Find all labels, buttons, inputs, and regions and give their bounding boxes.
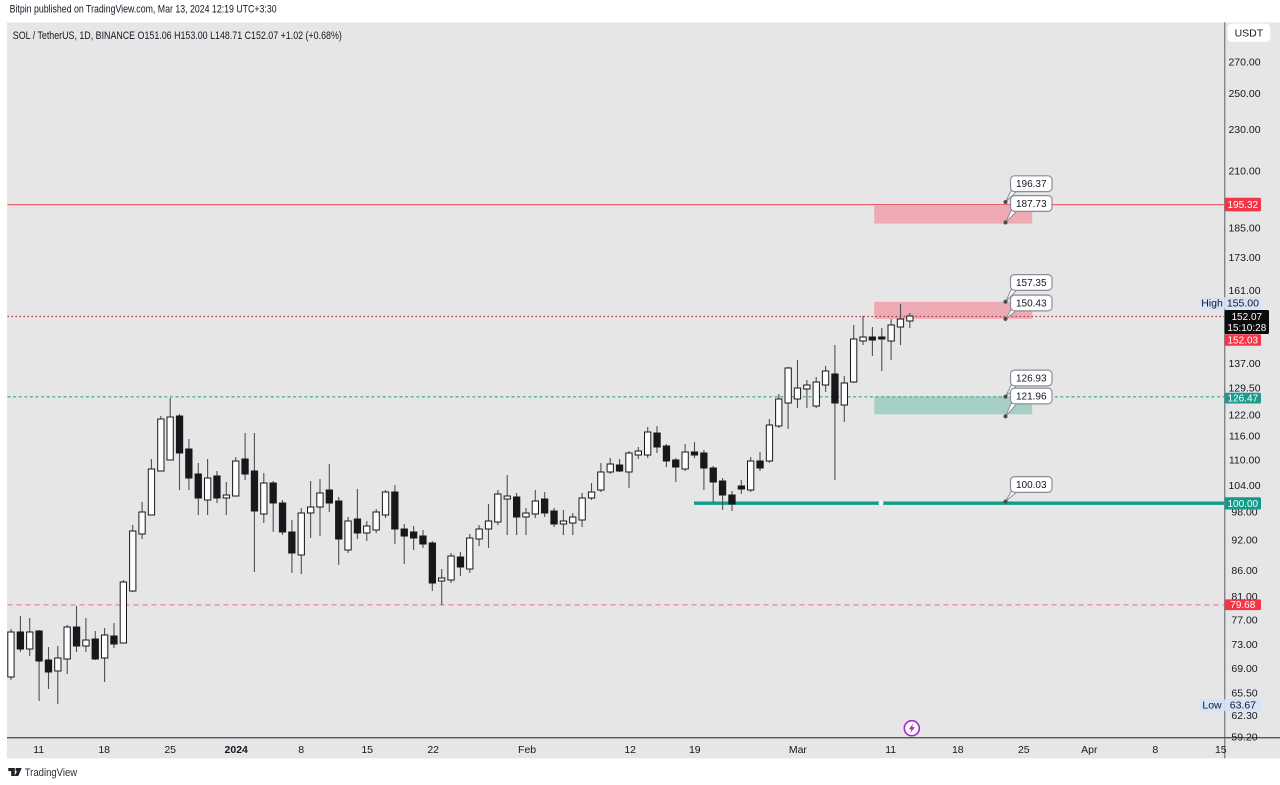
svg-text:Mar: Mar <box>789 744 808 756</box>
svg-text:15: 15 <box>1215 744 1227 756</box>
svg-text:2024: 2024 <box>225 744 249 756</box>
svg-text:65.50: 65.50 <box>1231 687 1257 699</box>
svg-text:137.00: 137.00 <box>1228 358 1260 370</box>
svg-text:100.00: 100.00 <box>1228 499 1259 510</box>
svg-text:11: 11 <box>885 744 896 756</box>
svg-text:116.00: 116.00 <box>1229 431 1260 443</box>
svg-text:98.00: 98.00 <box>1231 507 1257 519</box>
svg-text:185.00: 185.00 <box>1228 223 1260 235</box>
svg-text:110.00: 110.00 <box>1229 454 1260 466</box>
svg-text:Feb: Feb <box>518 744 536 756</box>
svg-text:157.35: 157.35 <box>1016 278 1047 289</box>
svg-text:USDT: USDT <box>1235 27 1264 39</box>
svg-text:59.20: 59.20 <box>1231 732 1257 744</box>
svg-text:122.00: 122.00 <box>1228 410 1260 422</box>
svg-text:270.00: 270.00 <box>1228 57 1260 69</box>
svg-text:129.50: 129.50 <box>1228 382 1260 394</box>
svg-text:15:10:28: 15:10:28 <box>1227 323 1266 334</box>
svg-text:230.00: 230.00 <box>1228 124 1260 136</box>
svg-text:SOL / TetherUS, 1D, BINANCE O: SOL / TetherUS, 1D, BINANCE O151.06 H153… <box>13 30 342 42</box>
svg-text:18: 18 <box>952 744 964 756</box>
svg-text:250.00: 250.00 <box>1228 88 1260 100</box>
svg-text:126.47: 126.47 <box>1228 394 1259 405</box>
svg-text:63.67: 63.67 <box>1230 700 1256 712</box>
svg-text:19: 19 <box>689 744 701 756</box>
svg-text:25: 25 <box>1018 744 1030 756</box>
svg-text:92.00: 92.00 <box>1231 535 1257 547</box>
svg-text:187.73: 187.73 <box>1016 199 1047 210</box>
svg-text:79.68: 79.68 <box>1230 600 1255 611</box>
svg-text:155.00: 155.00 <box>1227 298 1259 310</box>
svg-text:173.00: 173.00 <box>1228 252 1260 264</box>
svg-text:210.00: 210.00 <box>1228 165 1260 177</box>
svg-text:196.37: 196.37 <box>1016 179 1047 190</box>
svg-text:62.30: 62.30 <box>1231 710 1257 722</box>
svg-text:86.00: 86.00 <box>1231 565 1257 577</box>
svg-text:High: High <box>1201 298 1223 310</box>
svg-text:150.43: 150.43 <box>1016 299 1047 310</box>
svg-text:Bitpin published on TradingVie: Bitpin published on TradingView.com, Mar… <box>10 4 277 16</box>
svg-text:121.96: 121.96 <box>1016 392 1047 403</box>
svg-text:25: 25 <box>164 744 176 756</box>
svg-text:18: 18 <box>98 744 110 756</box>
svg-text:104.00: 104.00 <box>1228 480 1260 492</box>
svg-text:73.00: 73.00 <box>1231 639 1257 651</box>
svg-text:126.93: 126.93 <box>1016 374 1047 385</box>
svg-text:15: 15 <box>361 744 373 756</box>
svg-text:77.00: 77.00 <box>1231 615 1257 627</box>
svg-text:8: 8 <box>298 744 304 756</box>
svg-text:Apr: Apr <box>1081 744 1098 756</box>
svg-text:152.07: 152.07 <box>1232 312 1263 323</box>
svg-text:8: 8 <box>1152 744 1158 756</box>
svg-text:22: 22 <box>427 744 439 756</box>
svg-text:12: 12 <box>624 744 636 756</box>
svg-text:11: 11 <box>33 744 44 756</box>
svg-text:69.00: 69.00 <box>1231 663 1257 675</box>
svg-text:TradingView: TradingView <box>25 767 78 779</box>
svg-text:100.03: 100.03 <box>1016 480 1047 491</box>
svg-text:195.32: 195.32 <box>1228 200 1259 211</box>
svg-text:152.03: 152.03 <box>1228 336 1259 347</box>
svg-text:161.00: 161.00 <box>1228 285 1260 297</box>
svg-text:Low: Low <box>1202 700 1222 712</box>
